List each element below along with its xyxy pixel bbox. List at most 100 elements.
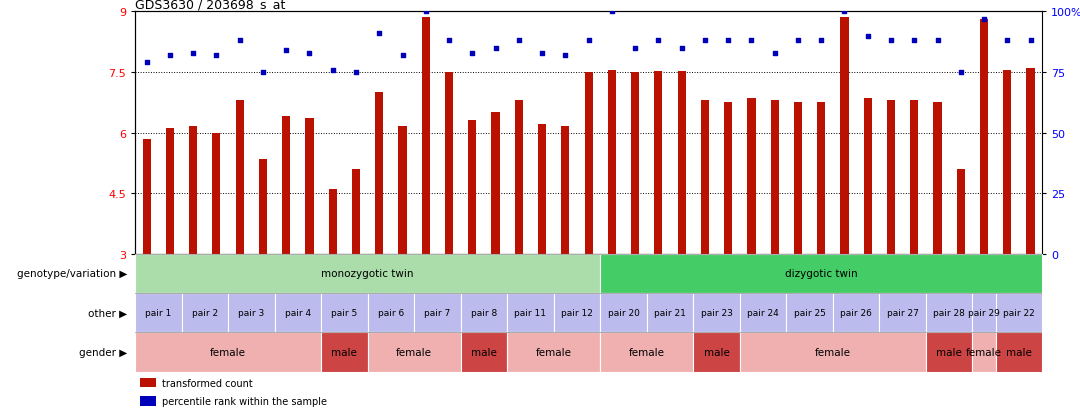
Point xyxy=(673,45,690,52)
Text: male: male xyxy=(332,347,357,357)
Bar xyxy=(693,293,740,332)
Bar xyxy=(135,332,321,372)
Bar xyxy=(840,19,849,254)
Bar xyxy=(259,159,267,254)
Bar xyxy=(864,99,872,254)
Bar xyxy=(538,125,546,254)
Bar xyxy=(274,293,321,332)
Point xyxy=(999,38,1016,45)
Text: pair 7: pair 7 xyxy=(424,309,450,317)
Point xyxy=(370,31,388,38)
Bar xyxy=(647,293,693,332)
Bar xyxy=(139,396,156,406)
Bar xyxy=(879,293,926,332)
Point xyxy=(604,9,621,16)
Bar xyxy=(135,293,181,332)
Point xyxy=(812,38,829,45)
Point xyxy=(836,9,853,16)
Point xyxy=(906,38,923,45)
Bar xyxy=(515,101,523,254)
Bar xyxy=(608,71,616,254)
Text: female: female xyxy=(536,347,571,357)
Bar xyxy=(421,19,430,254)
Text: pair 21: pair 21 xyxy=(654,309,686,317)
Bar xyxy=(143,139,151,254)
Bar xyxy=(887,101,895,254)
Bar xyxy=(747,99,756,254)
Point xyxy=(161,52,178,59)
Bar xyxy=(469,121,476,254)
Bar xyxy=(508,332,600,372)
Text: percentile rank within the sample: percentile rank within the sample xyxy=(162,396,327,406)
Text: pair 8: pair 8 xyxy=(471,309,497,317)
Point xyxy=(510,38,527,45)
Bar xyxy=(461,332,508,372)
Bar xyxy=(818,103,825,254)
Bar xyxy=(491,113,500,254)
Point xyxy=(254,69,271,76)
Point xyxy=(556,52,573,59)
Bar xyxy=(693,332,740,372)
Bar xyxy=(677,72,686,254)
Point xyxy=(953,69,970,76)
Text: pair 28: pair 28 xyxy=(933,309,966,317)
Point xyxy=(348,69,365,76)
Text: GDS3630 / 203698_s_at: GDS3630 / 203698_s_at xyxy=(135,0,285,11)
Text: pair 6: pair 6 xyxy=(378,309,404,317)
Point xyxy=(278,48,295,55)
Bar xyxy=(461,293,508,332)
Bar xyxy=(933,103,942,254)
Point xyxy=(138,60,156,66)
Point xyxy=(789,38,807,45)
Text: male: male xyxy=(471,347,497,357)
Bar xyxy=(786,293,833,332)
Point xyxy=(859,33,876,40)
Bar xyxy=(957,169,964,254)
Text: female: female xyxy=(396,347,432,357)
Point xyxy=(697,38,714,45)
Text: pair 3: pair 3 xyxy=(239,309,265,317)
Bar xyxy=(367,332,461,372)
Bar xyxy=(321,293,367,332)
Point xyxy=(743,38,760,45)
Text: pair 27: pair 27 xyxy=(887,309,919,317)
Text: pair 20: pair 20 xyxy=(608,309,639,317)
Text: pair 23: pair 23 xyxy=(701,309,732,317)
Point xyxy=(766,50,783,57)
Bar xyxy=(584,73,593,254)
Text: pair 1: pair 1 xyxy=(145,309,172,317)
Point xyxy=(626,45,644,52)
Text: pair 2: pair 2 xyxy=(192,309,218,317)
Text: female: female xyxy=(966,347,1002,357)
Bar xyxy=(562,127,569,254)
Text: transformed count: transformed count xyxy=(162,378,253,388)
Point xyxy=(463,50,481,57)
Point xyxy=(580,38,597,45)
Bar xyxy=(724,103,732,254)
Point xyxy=(534,50,551,57)
Bar xyxy=(740,332,926,372)
Bar xyxy=(1026,69,1035,254)
Bar xyxy=(328,190,337,254)
Bar xyxy=(367,293,414,332)
Text: female: female xyxy=(629,347,665,357)
Bar xyxy=(972,293,996,332)
Bar xyxy=(554,293,600,332)
Text: pair 24: pair 24 xyxy=(747,309,779,317)
Point xyxy=(487,45,504,52)
Point xyxy=(1022,38,1039,45)
Point xyxy=(207,52,225,59)
Point xyxy=(185,50,202,57)
Bar xyxy=(139,378,156,387)
Point xyxy=(324,67,341,74)
Bar xyxy=(740,293,786,332)
Point xyxy=(417,9,434,16)
Bar xyxy=(228,293,274,332)
Bar xyxy=(794,103,802,254)
Point xyxy=(882,38,900,45)
Text: gender ▶: gender ▶ xyxy=(79,347,127,357)
Text: monozygotic twin: monozygotic twin xyxy=(322,268,414,279)
Text: male: male xyxy=(936,347,962,357)
Bar xyxy=(972,332,996,372)
Text: pair 22: pair 22 xyxy=(1003,309,1035,317)
